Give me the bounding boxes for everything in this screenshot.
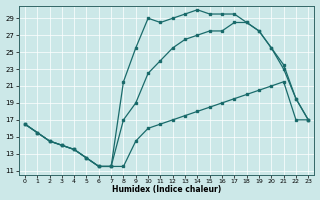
X-axis label: Humidex (Indice chaleur): Humidex (Indice chaleur) bbox=[112, 185, 221, 194]
